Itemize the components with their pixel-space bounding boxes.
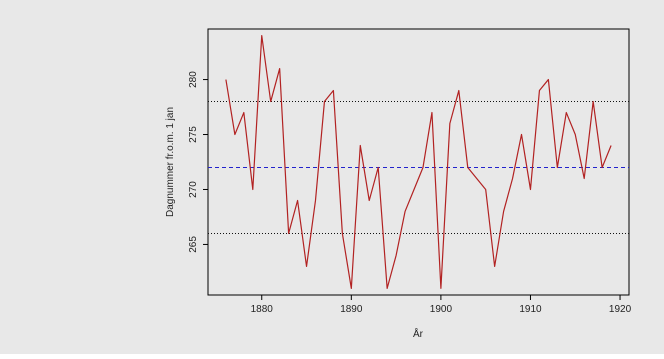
x-tick-label: 1880 [251, 304, 274, 315]
series-group [225, 34, 612, 289]
x-axis-label: År [413, 327, 424, 340]
plot-frame [207, 28, 630, 296]
y-tick-label: 270 [188, 181, 199, 198]
y-tick-label: 280 [188, 71, 199, 88]
x-axis: 1880 1890 1900 1910 1920 [251, 295, 632, 315]
y-tick-label: 275 [188, 126, 199, 143]
x-tick-label: 1890 [340, 304, 363, 315]
x-tick-label: 1920 [609, 304, 632, 315]
reference-lines [208, 101, 629, 234]
y-tick-label: 265 [188, 236, 199, 253]
series-line [225, 34, 612, 289]
x-tick-label: 1900 [430, 304, 453, 315]
y-axis: 265 270 275 280 [188, 71, 208, 253]
x-tick-label: 1910 [519, 304, 542, 315]
y-axis-label: Dagnummer fr.o.m. 1 jan [165, 107, 176, 217]
